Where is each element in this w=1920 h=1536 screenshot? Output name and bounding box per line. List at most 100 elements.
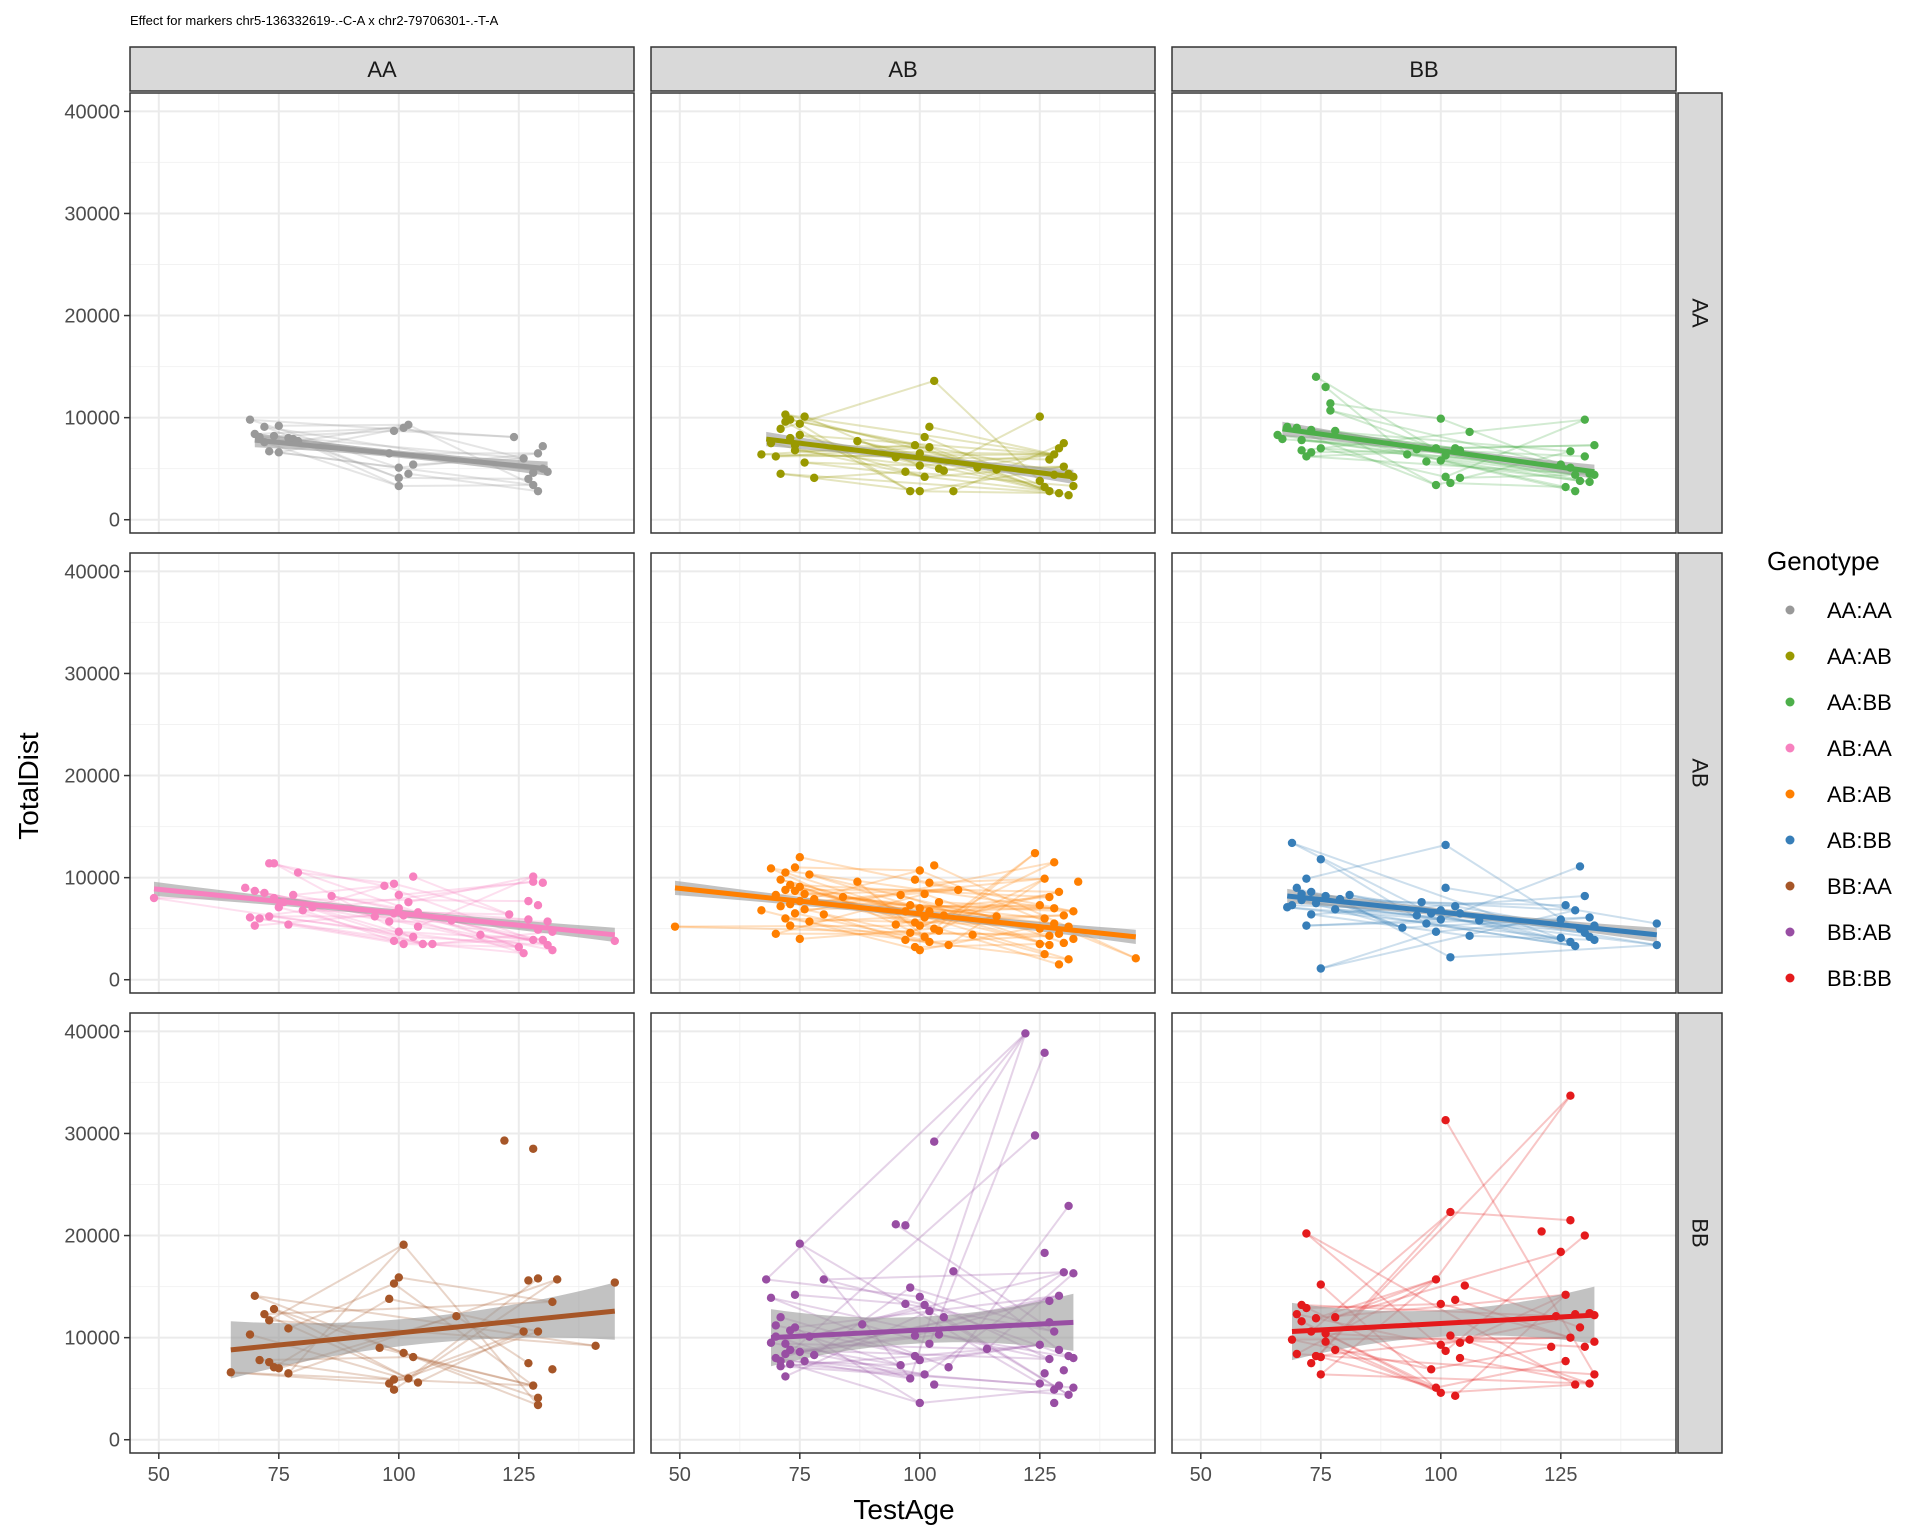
data-point <box>1316 964 1326 973</box>
data-point <box>265 1316 274 1325</box>
subject-line <box>278 451 534 487</box>
data-point <box>838 892 848 902</box>
data-point <box>1297 1317 1306 1326</box>
data-point <box>915 866 924 875</box>
subject-line <box>1335 908 1417 917</box>
data-point <box>524 474 533 484</box>
panel-bg <box>130 1013 634 1453</box>
data-point <box>533 1274 543 1283</box>
data-point <box>1321 382 1330 392</box>
data-point <box>949 1267 958 1276</box>
subject-line <box>1450 1334 1590 1385</box>
data-point <box>920 472 929 482</box>
subject-line <box>784 420 911 493</box>
subject-line <box>814 470 906 479</box>
legend-label: BB:BB <box>1827 966 1892 991</box>
data-point <box>1446 478 1455 488</box>
data-point <box>915 1355 924 1365</box>
data-point <box>781 1372 790 1381</box>
legend-label: AA:AA <box>1827 598 1892 623</box>
subject-line <box>398 476 529 480</box>
data-point <box>1292 883 1302 893</box>
data-point <box>1652 940 1662 950</box>
data-point <box>1316 1352 1326 1362</box>
data-point <box>776 1362 785 1371</box>
subject-line <box>1445 418 1586 478</box>
data-point <box>795 419 804 428</box>
data-point <box>428 939 437 949</box>
data-point <box>370 912 379 921</box>
data-point <box>519 948 528 958</box>
row-strip-1 <box>1677 552 1723 994</box>
subject-line <box>398 484 534 488</box>
subject-line <box>780 472 920 493</box>
data-point <box>250 886 259 896</box>
data-point <box>591 1341 600 1351</box>
subject-line <box>766 1278 920 1298</box>
data-point <box>934 1330 944 1339</box>
y-tick-label: 30000 <box>64 203 120 225</box>
data-point <box>284 1369 293 1378</box>
data-point <box>757 906 766 915</box>
data-point <box>1040 1248 1049 1258</box>
data-point <box>1292 1349 1302 1359</box>
fit-line <box>1291 1312 1595 1335</box>
y-tick-label: 40000 <box>64 1021 120 1043</box>
subject-line <box>230 1371 534 1387</box>
data-point <box>524 896 533 906</box>
subject-line <box>422 938 534 945</box>
panel-2-2 <box>1172 1013 1676 1453</box>
data-point <box>1045 1296 1054 1306</box>
data-point <box>1287 901 1297 910</box>
panel-border <box>129 1012 635 1454</box>
data-point <box>910 441 920 450</box>
subject-line <box>914 1343 1040 1358</box>
subject-line <box>1311 895 1585 916</box>
data-point <box>891 1220 900 1229</box>
data-point <box>968 930 977 940</box>
data-point <box>1278 434 1287 444</box>
series-AA:AA <box>245 415 552 496</box>
data-point <box>1441 883 1450 893</box>
data-point <box>1571 1380 1580 1389</box>
subject-line <box>905 910 1069 961</box>
data-point <box>1035 412 1045 421</box>
data-point <box>1580 1231 1590 1240</box>
data-point <box>289 890 298 900</box>
data-point <box>910 1331 920 1340</box>
data-point <box>1590 1337 1599 1346</box>
data-point <box>533 1400 543 1410</box>
subject-line <box>790 1363 1074 1389</box>
data-point <box>1441 1346 1450 1356</box>
legend-key <box>1785 697 1795 707</box>
data-point <box>1292 1309 1302 1319</box>
subject-line <box>1450 944 1657 959</box>
subject-line <box>933 380 1041 482</box>
data-point <box>1050 1327 1059 1336</box>
data-point <box>1050 904 1059 913</box>
subject-line <box>1335 908 1576 948</box>
subject-line <box>919 1343 1040 1362</box>
data-point <box>245 415 255 424</box>
data-point <box>1302 1303 1311 1313</box>
data-point <box>920 889 929 899</box>
subject-line <box>403 1352 539 1406</box>
subject-line <box>933 864 1137 960</box>
fit-line <box>770 1319 1074 1341</box>
data-point <box>1465 1335 1474 1344</box>
data-point <box>1054 1291 1064 1300</box>
legend-items: AA:AA AA:AB AA:BB AB:AA AB:AB AB:BB BB:AA BB:AB… <box>1785 598 1892 991</box>
subject-line <box>269 862 385 887</box>
y-tick-label: 40000 <box>64 101 120 123</box>
data-point <box>1054 1345 1064 1355</box>
data-point <box>1069 1269 1078 1278</box>
data-point <box>800 1356 809 1366</box>
fit-line <box>765 436 1074 480</box>
legend-label: AB:AB <box>1827 782 1892 807</box>
subject-line <box>1320 858 1427 925</box>
panel-border <box>1171 92 1677 534</box>
data-point <box>505 910 514 919</box>
x-tick-label: 50 <box>669 1464 691 1486</box>
subject-line <box>269 915 519 949</box>
data-point <box>771 452 780 461</box>
